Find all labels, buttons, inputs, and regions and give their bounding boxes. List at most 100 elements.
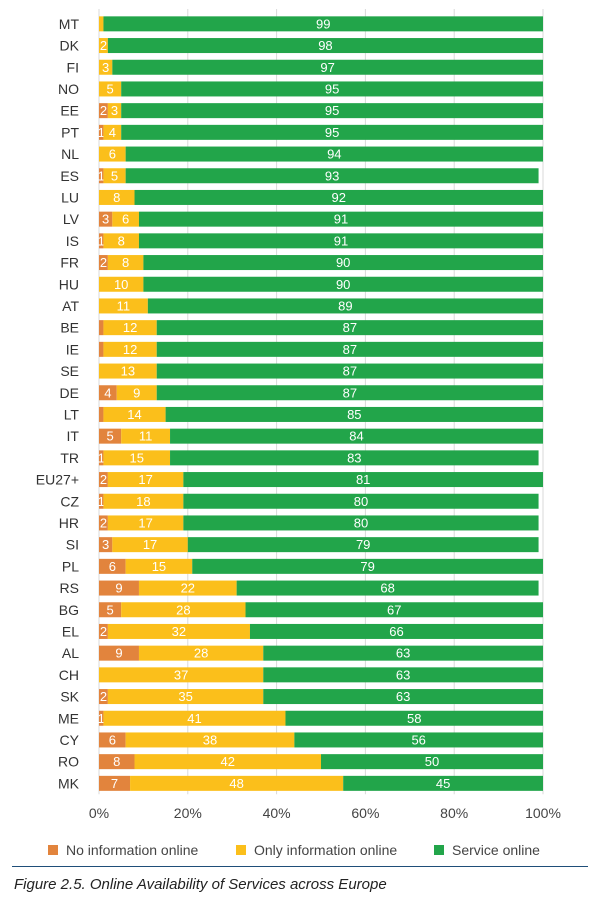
bar-segment: [294, 732, 543, 748]
data-label: 3: [111, 103, 118, 118]
bar-segment: [156, 363, 543, 379]
category-label: LU: [61, 189, 79, 205]
bar-segment: [107, 255, 144, 271]
bar-segment: [103, 233, 139, 249]
bar-segment: [99, 146, 126, 162]
bar-segment: [125, 558, 193, 574]
bar-segment: [107, 472, 184, 488]
bar-segment: [134, 189, 543, 205]
data-label: 79: [360, 559, 374, 574]
bar-segment: [99, 103, 108, 119]
bar-segment: [121, 103, 543, 119]
bar-segment: [263, 667, 543, 683]
bar-segment: [343, 775, 543, 791]
bar-segment: [99, 189, 135, 205]
data-label: 97: [320, 60, 334, 75]
bar-segment: [99, 754, 135, 770]
bar-segment: [99, 16, 104, 32]
bar-segment: [99, 580, 139, 596]
legend-swatch-orange: [48, 845, 58, 855]
category-label: FI: [67, 59, 79, 75]
data-label: 94: [327, 147, 341, 162]
bar-segment: [125, 732, 295, 748]
bar-segment: [285, 710, 543, 726]
data-label: 6: [109, 147, 116, 162]
category-label: SE: [60, 363, 79, 379]
data-label: 4: [104, 385, 111, 400]
data-label: 14: [127, 407, 141, 422]
category-label: MK: [58, 775, 80, 791]
data-label: 9: [115, 581, 122, 596]
data-label: 22: [181, 581, 195, 596]
bar-segment: [99, 168, 104, 184]
category-label: SI: [66, 537, 79, 553]
data-label: 11: [139, 429, 153, 444]
bar-segment: [99, 363, 157, 379]
data-label: 41: [187, 711, 201, 726]
category-label: CH: [59, 667, 79, 683]
bar-segment: [99, 450, 104, 466]
data-label: 7: [111, 776, 118, 791]
bar-segment: [143, 276, 543, 292]
category-label: TR: [60, 450, 79, 466]
legend-item-only-information: Only information online: [236, 842, 397, 858]
data-label: 90: [336, 255, 350, 270]
bar-segment: [156, 320, 543, 336]
data-label: 90: [336, 277, 350, 292]
data-label: 2: [100, 103, 107, 118]
figure-caption: Figure 2.5. Online Availability of Servi…: [14, 876, 387, 893]
bar-segment: [107, 103, 122, 119]
bar-segment: [121, 124, 543, 140]
category-label: LV: [63, 211, 80, 227]
data-label: 5: [106, 602, 113, 617]
legend-label-no-information: No information online: [66, 842, 199, 858]
bar-segment: [130, 775, 344, 791]
bar-segment: [99, 493, 104, 509]
x-tick-label: 0%: [89, 805, 109, 821]
data-label: 2: [100, 472, 107, 487]
bar-segment: [112, 59, 543, 75]
bar-segment: [99, 81, 122, 97]
data-label: 42: [221, 754, 235, 769]
bar-segment: [107, 623, 250, 639]
category-label: NL: [61, 146, 79, 162]
x-tick-label: 20%: [174, 805, 202, 821]
category-label: RO: [58, 754, 79, 770]
legend-swatch-green: [434, 845, 444, 855]
bar-segment: [103, 493, 184, 509]
data-label: 1: [98, 711, 105, 726]
caption-divider: [12, 866, 588, 867]
bar-segment: [99, 775, 131, 791]
bar-segment: [99, 233, 104, 249]
data-label: 8: [113, 754, 120, 769]
data-label: 99: [316, 16, 330, 31]
category-label: DE: [60, 385, 79, 401]
bar-segment: [147, 298, 543, 314]
category-label: ME: [58, 710, 79, 726]
bar-segment: [107, 689, 264, 705]
data-label: 12: [123, 342, 137, 357]
category-label: EU27+: [36, 472, 79, 488]
data-label: 2: [100, 689, 107, 704]
data-label: 56: [411, 732, 425, 747]
bar-segment: [170, 428, 544, 444]
bar-segment: [99, 320, 104, 336]
data-label: 92: [332, 190, 346, 205]
bar-segment: [187, 537, 539, 553]
data-label: 17: [138, 515, 152, 530]
category-label: EL: [62, 623, 79, 639]
category-label: CY: [60, 732, 80, 748]
data-label: 6: [122, 212, 129, 227]
category-label: IE: [66, 341, 79, 357]
category-label: PT: [61, 124, 79, 140]
bar-segment: [134, 754, 321, 770]
bar-segment: [99, 341, 104, 357]
data-label: 5: [106, 81, 113, 96]
data-label: 2: [100, 255, 107, 270]
bar-segment: [165, 406, 543, 422]
data-label: 10: [114, 277, 128, 292]
data-label: 79: [356, 537, 370, 552]
data-label: 1: [98, 125, 105, 140]
